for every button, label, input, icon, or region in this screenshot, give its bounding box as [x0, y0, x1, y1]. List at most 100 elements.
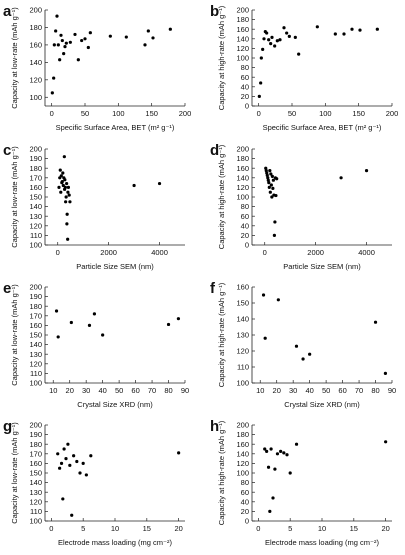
x-tick-label: 4000	[151, 248, 168, 257]
x-tick-label: 30	[289, 386, 297, 395]
data-point	[68, 463, 72, 467]
y-axis-label: Capacity at high-rate (mAh g⁻¹)	[217, 144, 226, 249]
x-tick-label: 80	[164, 386, 172, 395]
data-point	[273, 220, 277, 224]
y-tick-label: 130	[29, 350, 42, 359]
y-tick-label: 160	[29, 459, 42, 468]
data-point	[75, 459, 79, 464]
x-tick-label: 90	[388, 386, 396, 395]
data-point	[308, 352, 312, 356]
y-tick-label: 190	[29, 154, 42, 163]
data-point	[268, 169, 272, 173]
y-tick-label: 150	[29, 469, 42, 478]
y-tick-label: 140	[29, 58, 42, 67]
y-tick-label: 150	[236, 299, 249, 308]
y-tick-label: 150	[29, 331, 42, 340]
data-point	[262, 37, 266, 41]
data-point	[63, 185, 67, 189]
y-tick-label: 160	[236, 164, 249, 173]
data-point	[69, 320, 73, 325]
y-tick-label: 200	[29, 6, 42, 15]
panel-f: f 10 20 30 40 50 60 70 80 90 100 110 120 130 140 150 160…	[210, 280, 396, 409]
y-tick-label: 60	[241, 488, 249, 497]
x-tick-label: 0	[256, 524, 260, 533]
x-axis-label: Crystal Size XRD (nm)	[284, 400, 360, 409]
data-point	[86, 45, 90, 50]
data-point	[78, 471, 82, 475]
data-point	[301, 357, 305, 361]
data-point	[72, 454, 76, 458]
data-point	[269, 172, 273, 176]
data-point	[73, 32, 77, 37]
data-point	[282, 26, 286, 30]
y-tick-label: 190	[29, 430, 42, 439]
data-point	[61, 171, 65, 175]
y-tick-label: 130	[29, 488, 42, 497]
data-point	[66, 442, 70, 446]
data-point	[70, 513, 74, 517]
data-point	[157, 181, 162, 186]
y-tick-label: 120	[236, 459, 249, 468]
data-point	[108, 34, 112, 38]
y-tick-label: 110	[30, 369, 42, 378]
x-tick-label: 70	[148, 386, 156, 395]
y-tick-label: 140	[29, 202, 42, 211]
x-axis-label: Particle Size SEM (nm)	[283, 262, 361, 271]
y-axis-label: Capacity at low-rate (mAh g⁻¹)	[10, 146, 19, 248]
y-tick-label: 140	[29, 478, 42, 487]
data-point	[383, 371, 388, 375]
data-point	[68, 40, 72, 44]
y-tick-label: 20	[241, 231, 249, 240]
data-point	[60, 180, 64, 184]
x-axis-label: Electrode mass loading (mg cm⁻²)	[265, 538, 379, 547]
y-tick-label: 110	[237, 363, 249, 372]
x-tick-label: 50	[288, 109, 296, 118]
y-tick-label: 40	[241, 82, 249, 91]
y-tick-label: 130	[29, 212, 42, 221]
x-axis-label: Particle Size SEM (nm)	[76, 262, 154, 271]
y-tick-label: 80	[241, 63, 249, 72]
y-axis-label: Capacity at low-rate (mAh g⁻¹)	[10, 284, 19, 386]
y-tick-label: 170	[29, 449, 42, 458]
y-tick-label: 200	[29, 421, 42, 430]
data-point	[265, 449, 269, 453]
data-point	[271, 186, 275, 190]
y-tick-label: 200	[236, 421, 249, 430]
data-point	[270, 174, 274, 178]
y-tick-label: 120	[29, 359, 42, 368]
data-point	[66, 185, 71, 189]
data-point	[275, 452, 280, 456]
data-point	[56, 335, 60, 339]
y-tick-label: 120	[236, 347, 249, 356]
data-point	[275, 177, 279, 181]
data-point	[278, 38, 282, 42]
data-point	[263, 447, 267, 451]
y-tick-label: 200	[236, 6, 249, 15]
data-point	[59, 461, 64, 465]
data-point	[285, 453, 289, 457]
data-point	[264, 169, 268, 173]
data-point	[81, 461, 85, 465]
y-axis-label: Capacity at low-rate (mAh g⁻¹)	[10, 422, 19, 524]
data-point	[52, 76, 56, 80]
y-tick-label: 160	[236, 25, 249, 34]
data-point	[63, 45, 67, 49]
data-point	[59, 174, 63, 178]
x-tick-label: 0	[263, 248, 267, 257]
data-point	[293, 35, 297, 39]
y-tick-label: 190	[29, 292, 42, 301]
x-axis-label: Electrode mass loading (mg cm⁻²)	[58, 538, 172, 547]
data-point	[56, 43, 60, 47]
data-point	[274, 193, 278, 198]
x-tick-label: 90	[181, 386, 189, 395]
y-tick-label: 120	[236, 183, 249, 192]
y-tick-label: 180	[236, 430, 249, 439]
y-tick-label: 120	[29, 497, 42, 506]
data-point	[267, 181, 271, 185]
y-tick-label: 80	[241, 478, 249, 487]
data-point	[62, 447, 66, 451]
y-tick-label: 160	[29, 41, 42, 50]
y-tick-label: 160	[29, 321, 42, 330]
data-point	[59, 33, 63, 37]
